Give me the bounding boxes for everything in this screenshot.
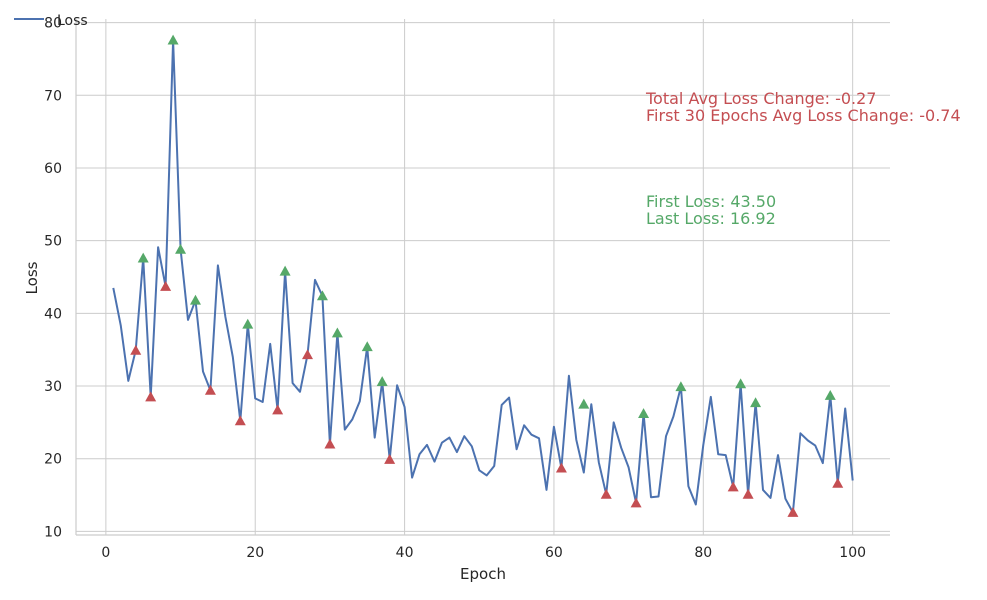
annotations: Total Avg Loss Change: -0.27 First 30 Ep… bbox=[645, 89, 961, 228]
peak-marker bbox=[137, 252, 149, 263]
y-axis-title: Loss bbox=[23, 261, 41, 294]
x-tick-label: 80 bbox=[694, 545, 712, 561]
trough-marker bbox=[302, 349, 314, 360]
trough-marker bbox=[600, 488, 612, 499]
x-axis-title: Epoch bbox=[460, 565, 506, 583]
x-tick-label: 100 bbox=[839, 545, 866, 561]
total-avg-change-annotation: Total Avg Loss Change: -0.27 bbox=[645, 89, 876, 108]
legend-label-loss: Loss bbox=[57, 13, 88, 29]
peak-marker bbox=[189, 294, 201, 305]
peak-marker bbox=[316, 290, 328, 301]
peak-marker bbox=[376, 376, 388, 387]
y-tick-label: 40 bbox=[44, 306, 62, 322]
y-tick-label: 10 bbox=[44, 524, 62, 540]
trough-marker bbox=[145, 391, 157, 402]
peak-marker bbox=[638, 408, 650, 419]
peak-marker bbox=[331, 327, 343, 338]
peak-marker bbox=[578, 398, 590, 409]
trough-marker bbox=[324, 438, 336, 449]
peak-marker bbox=[735, 378, 747, 389]
trough-marker bbox=[384, 453, 396, 464]
trough-marker bbox=[130, 344, 142, 355]
x-tick-label: 0 bbox=[101, 545, 110, 561]
grid bbox=[76, 19, 890, 535]
peak-marker bbox=[167, 34, 179, 45]
trough-marker bbox=[160, 280, 172, 291]
y-tick-label: 80 bbox=[44, 16, 62, 32]
trough-marker bbox=[630, 497, 642, 508]
last-loss-annotation: Last Loss: 16.92 bbox=[646, 209, 776, 228]
peak-marker bbox=[175, 243, 187, 254]
tick-labels: 0 20 40 60 80 100 10 20 30 40 50 60 70 80 bbox=[44, 16, 866, 561]
peak-marker bbox=[361, 341, 373, 352]
series-layer bbox=[112, 39, 854, 514]
trough-marker bbox=[272, 404, 284, 415]
trough-marker bbox=[727, 481, 739, 492]
trough-marker bbox=[204, 384, 216, 395]
axes bbox=[75, 19, 890, 536]
legend: Loss bbox=[14, 13, 88, 29]
peak-marker bbox=[675, 381, 687, 392]
first30-avg-change-annotation: First 30 Epochs Avg Loss Change: -0.74 bbox=[646, 106, 961, 125]
y-tick-label: 20 bbox=[44, 452, 62, 468]
first-loss-annotation: First Loss: 43.50 bbox=[646, 192, 776, 211]
trough-marker bbox=[832, 477, 844, 488]
y-tick-label: 50 bbox=[44, 234, 62, 250]
trough-marker bbox=[742, 488, 754, 499]
x-tick-label: 60 bbox=[545, 545, 563, 561]
trough-marker bbox=[787, 506, 799, 517]
peak-marker bbox=[750, 397, 762, 408]
y-tick-label: 70 bbox=[44, 88, 62, 104]
peak-marker bbox=[242, 318, 254, 329]
trough-marker bbox=[555, 462, 567, 473]
x-tick-label: 40 bbox=[396, 545, 414, 561]
y-tick-label: 60 bbox=[44, 161, 62, 177]
peak-marker bbox=[279, 265, 291, 276]
x-tick-label: 20 bbox=[246, 545, 264, 561]
marker-layer bbox=[130, 34, 844, 517]
y-tick-label: 30 bbox=[44, 379, 62, 395]
trough-marker bbox=[234, 415, 246, 426]
series-line-loss bbox=[112, 39, 854, 514]
peak-marker bbox=[824, 389, 836, 400]
